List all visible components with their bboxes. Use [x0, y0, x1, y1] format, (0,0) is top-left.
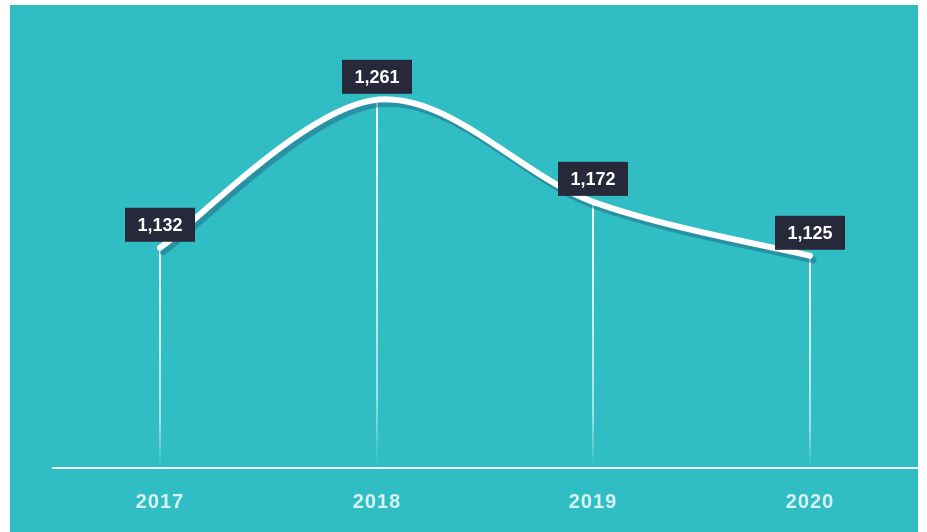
data-label-box [775, 215, 845, 250]
drop-line-2017 [159, 247, 161, 468]
data-label-2018: 1,261 [342, 59, 412, 94]
data-label-text: 1,125 [787, 223, 832, 243]
data-label-text: 1,132 [137, 215, 182, 235]
chart-background [10, 5, 918, 532]
data-label-2019: 1,172 [558, 161, 628, 196]
series-line [157, 96, 813, 259]
data-label-2020: 1,125 [775, 215, 845, 250]
drop-line-2020 [809, 255, 811, 468]
drop-line-2018 [376, 99, 378, 468]
drop-lines [159, 99, 811, 468]
data-labels: 1,132 1,261 1,172 1,125 [125, 59, 845, 250]
drop-line-2019 [592, 201, 594, 468]
data-label-2017: 1,132 [125, 207, 195, 242]
data-label-text: 1,172 [570, 169, 615, 189]
data-label-box [342, 59, 412, 94]
data-label-text: 1,261 [354, 67, 399, 87]
x-tick-label: 2019 [569, 491, 618, 513]
data-label-box [125, 207, 195, 242]
x-tick-label: 2020 [786, 491, 835, 513]
x-tick-label: 2018 [353, 491, 402, 513]
data-label-box [558, 161, 628, 196]
x-axis-ticks: 2017 2018 2019 2020 [136, 491, 835, 513]
x-tick-label: 2017 [136, 491, 185, 513]
